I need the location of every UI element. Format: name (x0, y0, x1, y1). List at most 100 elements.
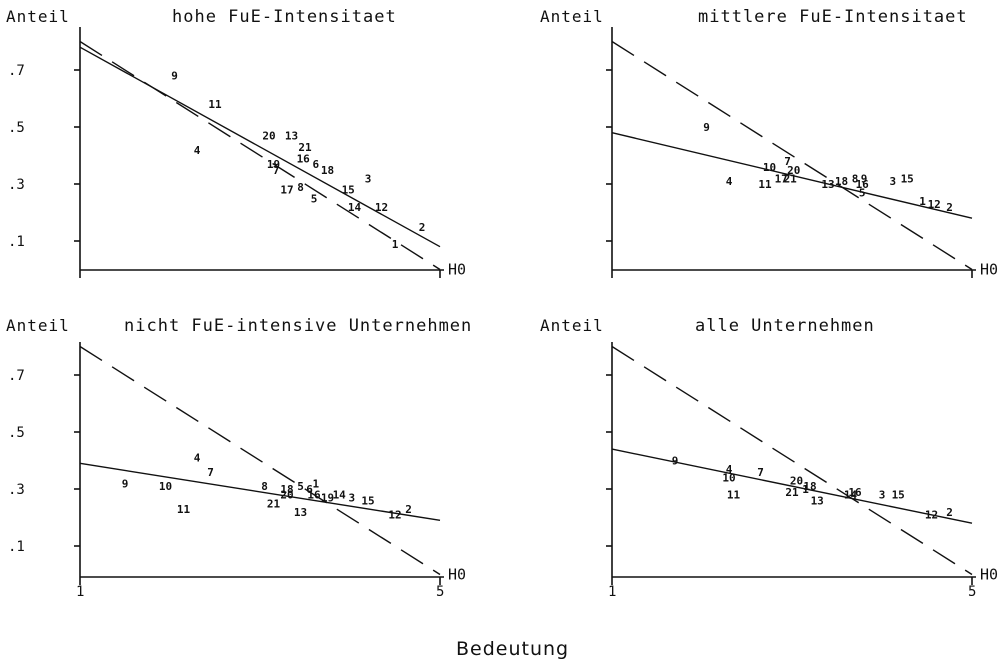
y-tick-label: .1 (8, 234, 25, 250)
y-tick-label: .5 (8, 425, 25, 441)
data-point-label: 20 (262, 130, 275, 143)
data-point-label: 12 (375, 201, 388, 214)
panel-title: alle Unternehmen (695, 316, 875, 336)
data-point-label: 6 (312, 158, 319, 171)
y-tick-label: .7 (8, 368, 25, 384)
data-point-label: 12 (925, 509, 938, 522)
data-point-label: 7 (757, 466, 764, 479)
data-point-label: 12 (388, 509, 401, 522)
data-point-label: 2 (419, 221, 426, 234)
data-point-label: 6 (306, 483, 313, 496)
data-point-label: 11 (758, 178, 772, 191)
x-tick-label: 1 (76, 584, 84, 600)
data-point-label: 4 (194, 144, 201, 157)
data-point-label: 15 (901, 172, 914, 185)
data-point-label: 9 (672, 455, 679, 468)
x-tick-label: 1 (608, 584, 616, 600)
data-point-label: 4 (726, 463, 733, 476)
panel-2: Anteil mittlere FuE-Intensitaet H0 9 7 10 20 4 1… (540, 7, 998, 279)
data-point-label: 14 (333, 489, 347, 502)
data-point-label: 10 (722, 472, 735, 485)
data-point-label: 8 (297, 181, 304, 194)
data-point-label: 18 (280, 483, 293, 496)
h0-label: H0 (448, 261, 466, 279)
y-tick-label: .3 (8, 482, 25, 498)
data-point-label: 16 (307, 489, 321, 502)
y-axis-title: Anteil (6, 7, 70, 26)
h0-reference-line (611, 40, 973, 271)
data-point-label: 4 (726, 175, 733, 188)
data-point-label: 11 (727, 489, 741, 502)
data-point-label: 13 (294, 506, 307, 519)
data-point-label: 15 (361, 494, 374, 507)
regression-line (611, 132, 973, 219)
data-point-label: 3 (365, 172, 372, 185)
data-point-label: 13 (821, 178, 834, 191)
data-point-label: 7 (784, 155, 791, 168)
y-tick-label: .7 (8, 63, 25, 79)
x-tick-label: 5 (968, 584, 976, 600)
data-point-label: 16 (848, 486, 862, 499)
data-point-label: 9 (703, 121, 710, 134)
panel-title: nicht FuE-intensive Unternehmen (124, 316, 472, 336)
data-point-label: 10 (159, 480, 172, 493)
data-point-label: 15 (342, 184, 355, 197)
data-point-label: 4 (194, 452, 201, 465)
data-point-label: 2 (946, 201, 953, 214)
h0-reference-line (79, 40, 441, 271)
y-axis-title: Anteil (540, 316, 604, 335)
panel-title: mittlere FuE-Intensitaet (698, 7, 968, 27)
data-point-label: 18 (803, 480, 816, 493)
data-point-label: 11 (208, 98, 222, 111)
h0-label: H0 (448, 566, 466, 584)
data-point-label: 14 (348, 201, 362, 214)
data-point-label: 13 (811, 494, 824, 507)
data-point-label: 9 (171, 70, 178, 83)
h0-reference-line (611, 345, 973, 576)
data-point-label: 18 (321, 164, 334, 177)
data-point-label: 11 (177, 503, 191, 516)
y-tick-label: .5 (8, 120, 25, 136)
data-point-label: 16 (297, 152, 311, 165)
data-point-label: 3 (348, 492, 355, 505)
data-point-label: 2 (405, 503, 412, 516)
data-point-label: 5 (859, 187, 866, 200)
data-point-label: 1 (802, 483, 809, 496)
regression-line (611, 448, 973, 524)
data-point-label: 1 (392, 238, 399, 251)
data-point-label: 7 (273, 164, 280, 177)
data-point-label: 7 (207, 466, 214, 479)
data-point-label: 1 (919, 195, 926, 208)
y-tick-label: .3 (8, 177, 25, 193)
x-tick-label: 5 (436, 584, 444, 600)
data-point-label: 17 (280, 184, 293, 197)
h0-reference-line (79, 345, 441, 576)
data-point-label: 9 (861, 172, 868, 185)
data-point-label: 5 (297, 480, 304, 493)
data-point-label: 21 (784, 172, 798, 185)
data-point-label: 5 (311, 192, 318, 205)
regression-line (79, 46, 441, 248)
data-point-label: 19 (321, 492, 334, 505)
data-point-label: 14 (844, 489, 858, 502)
data-point-label: 15 (892, 489, 905, 502)
data-point-label: 19 (267, 158, 280, 171)
data-point-label: 2 (946, 506, 953, 519)
data-point-label: 21 (267, 497, 281, 510)
data-point-label: 8 (261, 480, 268, 493)
y-axis-title: Anteil (6, 316, 70, 335)
data-point-label: 20 (790, 474, 803, 487)
data-point-label: 8 (852, 172, 859, 185)
h0-label: H0 (980, 261, 998, 279)
data-point-label: 13 (285, 130, 298, 143)
data-point-label: 20 (280, 489, 293, 502)
data-point-label: 21 (785, 486, 799, 499)
y-axis-title: Anteil (540, 7, 604, 26)
data-point-label: 21 (298, 141, 312, 154)
data-point-label: 17 (775, 172, 788, 185)
x-axis-title: Bedeutung (456, 638, 569, 660)
data-point-label: 20 (787, 164, 800, 177)
